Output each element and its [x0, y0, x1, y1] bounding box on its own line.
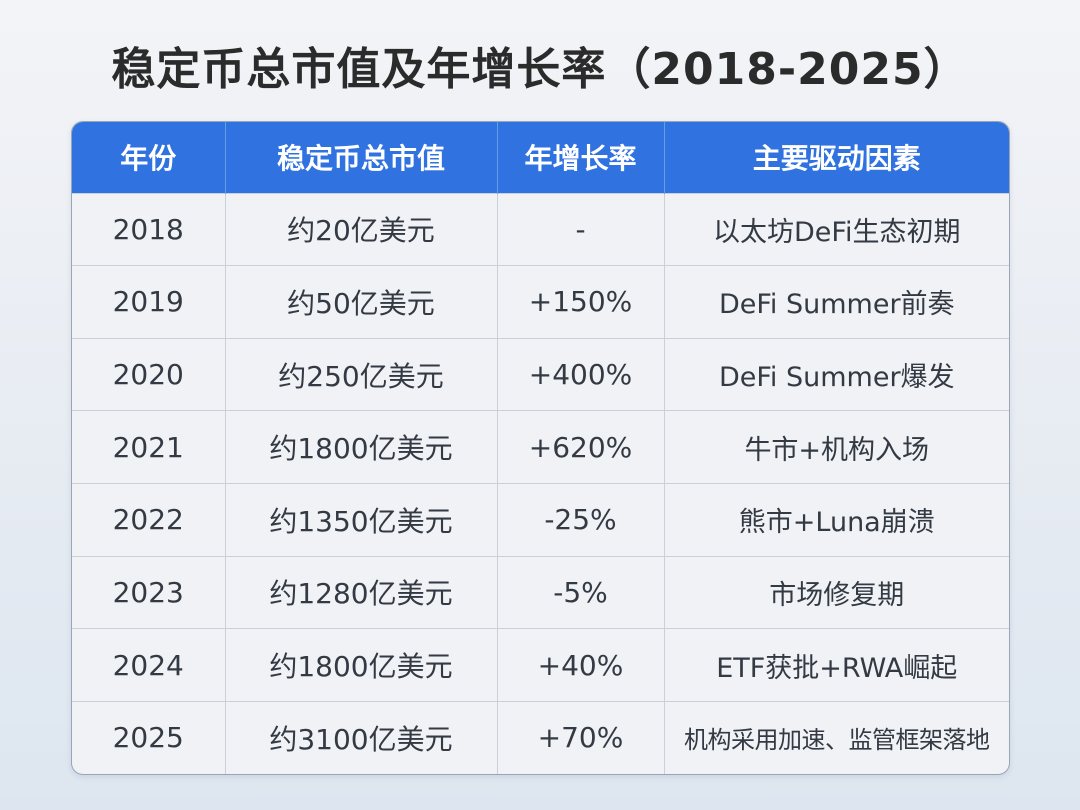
- cell-drivers: 市场修复期: [664, 555, 1009, 629]
- market-cap-table: 年份 稳定币总市值 年增长率 主要驱动因素 2018 约20亿美元 - 以太坊D…: [71, 121, 1010, 775]
- cell-drivers: 牛市+机构入场: [664, 410, 1009, 484]
- header-year: 年份: [72, 122, 226, 193]
- cell-growth: +70%: [497, 700, 665, 774]
- cell-growth: +400%: [497, 337, 665, 411]
- cell-year: 2021: [72, 410, 226, 484]
- header-row: 年份 稳定币总市值 年增长率 主要驱动因素: [72, 122, 1009, 193]
- page-title: 稳定币总市值及年增长率（2018-2025）: [111, 44, 969, 95]
- cell-drivers: DeFi Summer爆发: [664, 337, 1009, 411]
- cell-market-cap: 约50亿美元: [225, 265, 498, 339]
- table-row: 2023 约1280亿美元 -5% 市场修复期: [72, 555, 1009, 629]
- cell-drivers: ETF获批+RWA崛起: [664, 628, 1009, 702]
- cell-year: 2025: [72, 700, 226, 774]
- table-row: 2021 约1800亿美元 +620% 牛市+机构入场: [72, 410, 1009, 484]
- cell-year: 2024: [72, 628, 226, 702]
- table-row: 2024 约1800亿美元 +40% ETF获批+RWA崛起: [72, 628, 1009, 702]
- cell-market-cap: 约1280亿美元: [225, 555, 498, 629]
- header-drivers: 主要驱动因素: [752, 142, 921, 176]
- table-body: 2018 约20亿美元 - 以太坊DeFi生态初期 2019 约50亿美元 +1…: [72, 192, 1009, 774]
- data-table: 年份 稳定币总市值 年增长率 主要驱动因素 2018 约20亿美元 - 以太坊D…: [72, 122, 1009, 774]
- cell-market-cap: 约3100亿美元: [225, 700, 498, 774]
- cell-market-cap: 约1800亿美元: [225, 628, 498, 702]
- table-row: 2020 约250亿美元 +400% DeFi Summer爆发: [72, 337, 1009, 411]
- cell-market-cap: 约20亿美元: [225, 192, 498, 266]
- cell-drivers: DeFi Summer前奏: [664, 265, 1009, 339]
- cell-growth: +40%: [497, 628, 665, 702]
- cell-year: 2019: [72, 265, 226, 339]
- cell-drivers: 熊市+Luna崩溃: [664, 483, 1009, 557]
- cell-growth: -5%: [497, 555, 665, 629]
- cell-growth: +150%: [497, 265, 665, 339]
- cell-year: 2023: [72, 555, 226, 629]
- cell-market-cap: 约1800亿美元: [225, 410, 498, 484]
- cell-market-cap: 约1350亿美元: [225, 483, 498, 557]
- cell-year: 2020: [72, 337, 226, 411]
- cell-growth: -: [497, 192, 665, 266]
- table-header: 年份 稳定币总市值 年增长率 主要驱动因素: [72, 122, 1009, 193]
- table-row: 2022 约1350亿美元 -25% 熊市+Luna崩溃: [72, 483, 1009, 557]
- cell-drivers: 以太坊DeFi生态初期: [664, 192, 1009, 266]
- cell-year: 2022: [72, 483, 226, 557]
- cell-year: 2018: [72, 192, 226, 266]
- header-growth: 年增长率: [497, 122, 665, 193]
- table-row: 2018 约20亿美元 - 以太坊DeFi生态初期: [72, 192, 1009, 266]
- cell-drivers: 机构采用加速、监管框架落地: [664, 700, 1009, 774]
- table-row: 2025 约3100亿美元 +70% 机构采用加速、监管框架落地: [72, 700, 1009, 774]
- cell-growth: -25%: [497, 483, 665, 557]
- table-row: 2019 约50亿美元 +150% DeFi Summer前奏: [72, 265, 1009, 339]
- header-market-cap: 稳定币总市值: [225, 122, 498, 193]
- cell-market-cap: 约250亿美元: [225, 337, 498, 411]
- cell-growth: +620%: [497, 410, 665, 484]
